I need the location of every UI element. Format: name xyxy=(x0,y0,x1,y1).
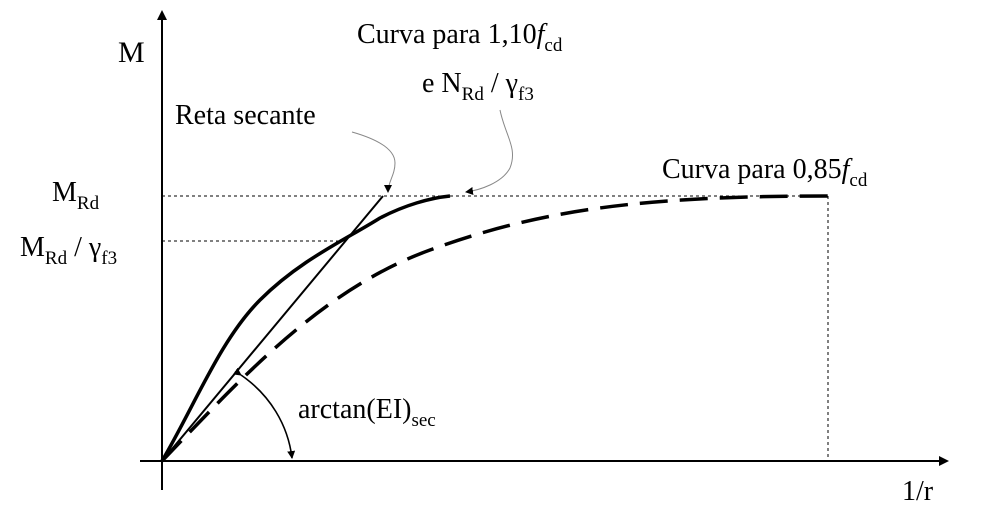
curve-110-fcd xyxy=(160,194,451,462)
curve-110-label-line1: Curva para 1,10fcd xyxy=(357,19,563,56)
secant-line xyxy=(161,195,384,462)
m-rd-gamma-label: MRd / γf3 xyxy=(20,232,117,269)
secant-leader xyxy=(351,131,396,193)
m-rd-label: MRd xyxy=(52,177,100,214)
curve-085-fcd xyxy=(160,194,829,463)
angle-arc xyxy=(232,367,296,459)
secant-label: Reta secante xyxy=(175,100,316,131)
curve-110-label-line2: e NRd / γf3 xyxy=(422,68,534,105)
curve-085-label: Curva para 0,85fcd xyxy=(662,154,868,191)
y-axis-label: M xyxy=(118,36,145,69)
x-axis-label: 1/r xyxy=(902,476,934,507)
curve-110-leader xyxy=(465,109,514,195)
angle-label: arctan(EI)sec xyxy=(298,394,436,431)
